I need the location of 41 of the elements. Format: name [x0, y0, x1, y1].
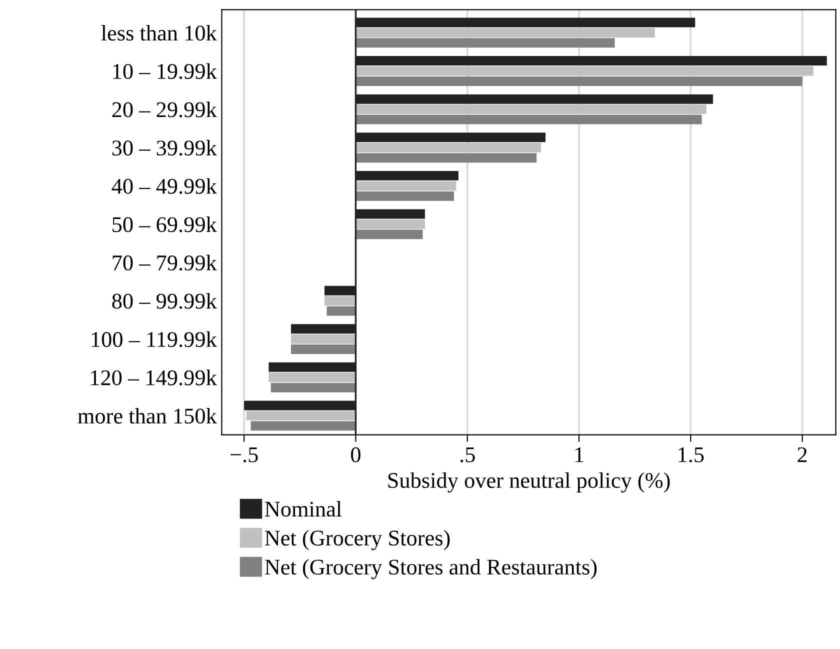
- x-tick-label: .5: [460, 448, 475, 462]
- x-tick-label: 0: [351, 447, 360, 462]
- y-tick-label: less than 10k: [101, 25, 217, 41]
- bar: [356, 28, 655, 38]
- bar: [356, 66, 814, 76]
- bar: [270, 382, 356, 392]
- y-tick-label: 80 – 99.99k: [112, 293, 217, 309]
- y-tick-label: more than 150k: [78, 408, 217, 424]
- y-tick-label: 20 – 29.99k: [112, 102, 217, 118]
- y-tick-label: 70 – 79.99k: [112, 254, 217, 271]
- bar: [356, 181, 456, 191]
- bar: [356, 38, 615, 48]
- x-tick-label: −.5: [230, 448, 258, 462]
- y-tick-label: 50 – 69.99k: [112, 216, 217, 232]
- bar: [356, 219, 425, 229]
- y-tick-label: 100 – 119.99k: [92, 331, 217, 348]
- y-tick-label: 40 – 49.99k: [112, 178, 217, 194]
- legend-label: Net (Grocery Stores): [264, 530, 450, 550]
- bar: [356, 153, 537, 163]
- y-tick-label: 10 – 19.99k: [113, 63, 217, 80]
- bar: [356, 114, 702, 124]
- x-tick-label: 1: [575, 447, 584, 462]
- bar: [290, 344, 356, 354]
- legend-label: Net (Grocery Stores and Restaurants): [264, 558, 597, 580]
- bar: [356, 191, 454, 201]
- y-tick-label: 30 – 39.99k: [112, 140, 217, 156]
- y-tick-label: 120 – 149.99k: [91, 370, 217, 386]
- bar: [324, 296, 356, 306]
- bar: [356, 104, 706, 114]
- bar: [356, 142, 542, 152]
- bar: [326, 306, 356, 316]
- bar: [268, 372, 356, 382]
- x-axis-title: Subsidy over neutral policy (%): [388, 472, 670, 493]
- bar: [356, 230, 423, 240]
- bar: [356, 76, 802, 86]
- bar: [246, 410, 356, 420]
- bar: [250, 421, 356, 431]
- legend-label: Nominal: [264, 501, 342, 517]
- bar: [290, 334, 356, 344]
- x-tick-label: 1.5: [678, 447, 704, 462]
- x-tick-label: 2: [798, 447, 807, 462]
